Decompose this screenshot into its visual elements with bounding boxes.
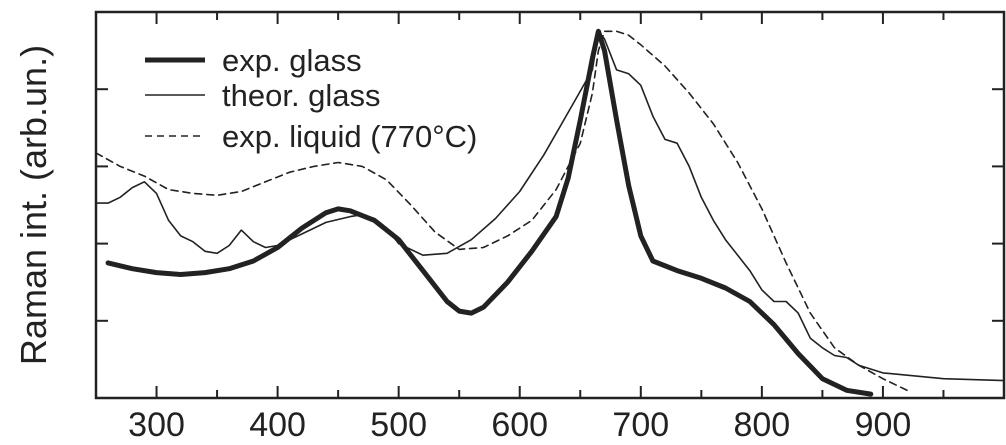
- plot-area: [94, 10, 1006, 400]
- axis-ticks: [95, 12, 1005, 398]
- x-axis-tick-labels: 300 400 500 600 700 800 900: [128, 406, 911, 444]
- x-tick-label: 800: [733, 406, 790, 444]
- legend-label-3: exp. liquid (770°C): [222, 119, 477, 154]
- x-tick-label: 900: [855, 406, 912, 444]
- series-line-2: [96, 30, 1004, 382]
- plot-frame: [94, 10, 1006, 400]
- y-axis-label: Raman int. (arb.un.): [13, 45, 54, 365]
- series-line-1: [105, 28, 874, 397]
- legend-label-1: exp. glass: [222, 43, 362, 78]
- x-tick-label: 500: [370, 406, 427, 444]
- series-line-3: [96, 30, 908, 392]
- x-tick-label: 400: [249, 406, 306, 444]
- series-lines: [96, 28, 1004, 397]
- x-tick-label: 300: [128, 406, 185, 444]
- legend-label-2: theor. glass: [222, 78, 381, 113]
- x-tick-label: 700: [612, 406, 669, 444]
- x-tick-label: 600: [491, 406, 548, 444]
